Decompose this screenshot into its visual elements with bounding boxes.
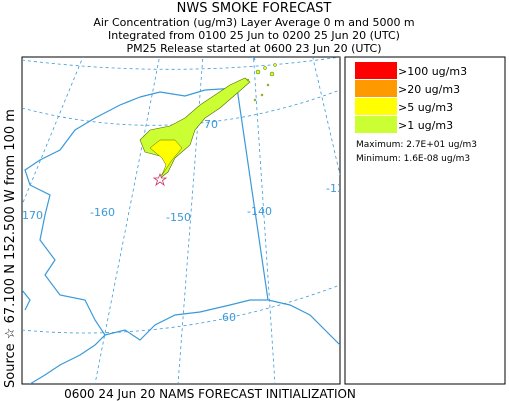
title: NWS SMOKE FORECAST [177, 1, 332, 16]
footer: 0600 24 Jun 20 NAMS FORECAST INITIALIZAT… [64, 387, 356, 401]
lon-label: -140 [247, 205, 272, 218]
source-label: Source ☆ 67.100 N 152.500 W from 100 m [3, 109, 18, 388]
map-frame [21, 56, 341, 385]
lon-label: -150 [166, 211, 191, 224]
graticule [22, 57, 340, 384]
legend: Maximum: 2.7E+01 ug/m3 Minimum: 1.6E-08 … [344, 56, 506, 385]
legend-label: >5 ug/m3 [398, 101, 453, 114]
legend-label: >1 ug/m3 [398, 119, 453, 132]
lat-label: 60 [222, 311, 236, 324]
legend-swatch [355, 80, 397, 97]
legend-swatch [355, 116, 397, 133]
legend-label: >100 ug/m3 [398, 65, 467, 78]
map: -170 -160 -150 -140 -130 70 60 [18, 56, 351, 385]
lon-label: -130 [326, 182, 351, 195]
lat-label: 70 [204, 118, 218, 131]
lon-label: -170 [18, 209, 43, 222]
minimum: Minimum: 1.6E-08 ug/m3 [356, 154, 470, 164]
smoke-plume [139, 63, 277, 187]
legend-swatch [355, 98, 397, 115]
maximum: Maximum: 2.7E+01 ug/m3 [356, 140, 477, 150]
lon-label: -160 [90, 206, 115, 219]
legend-swatch [355, 62, 397, 79]
subtitle: Integrated from 0100 25 Jun to 0200 25 J… [108, 29, 400, 42]
legend-label: >20 ug/m3 [398, 83, 460, 96]
coastline [22, 57, 340, 384]
subtitle: Air Concentration (ug/m3) Layer Average … [93, 16, 414, 29]
source-marker [152, 172, 168, 187]
subtitle: PM25 Release started at 0600 23 Jun 20 (… [126, 42, 381, 55]
